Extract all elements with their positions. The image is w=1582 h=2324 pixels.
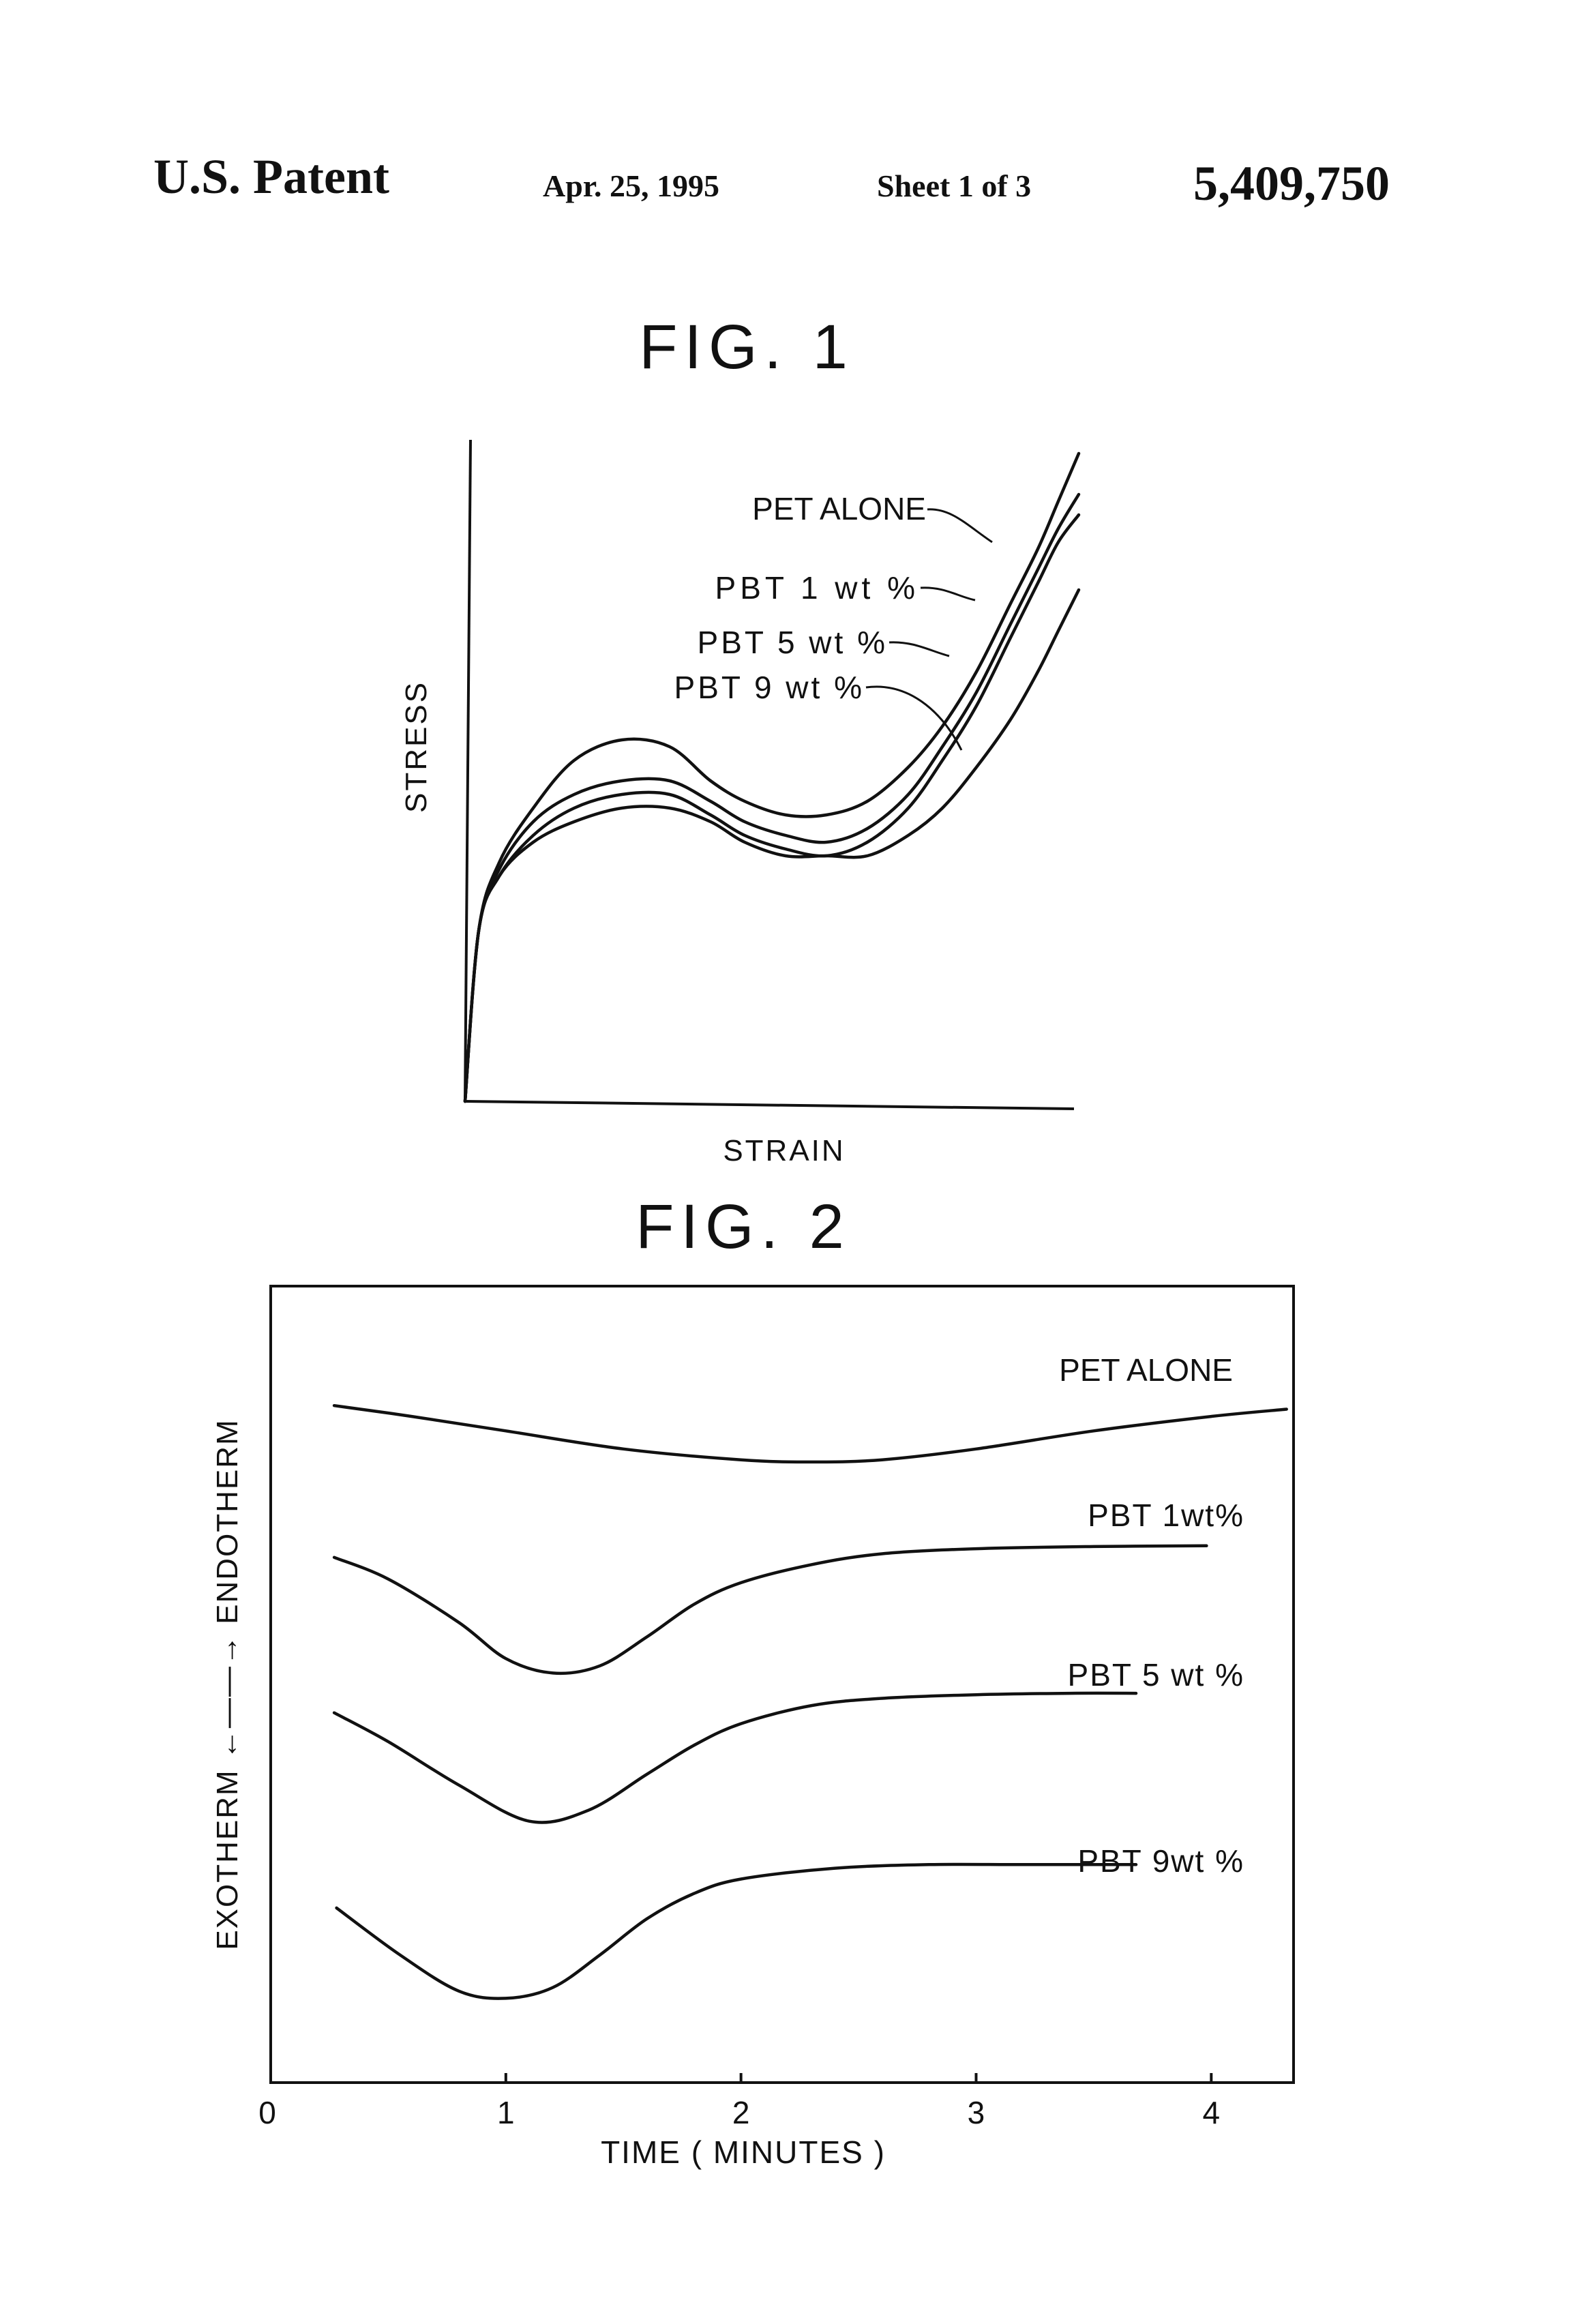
fig1-legend: PET ALONE PBT 1 wt % PBT 5 wt % PBT 9 wt… <box>674 491 992 750</box>
fig2-title: FIG. 2 <box>636 1192 851 1262</box>
fig1-legend-label-2: PBT 5 wt % <box>698 625 888 660</box>
fig2-series-line-1 <box>334 1546 1206 1673</box>
fig1-series <box>465 453 1079 1101</box>
fig2-x-tick-label-4: 4 <box>1203 2095 1221 2130</box>
fig2-x-tick-label-3: 3 <box>968 2095 985 2130</box>
fig1-y-axis <box>465 440 471 1101</box>
fig2-legend-label-1: PBT 1wt% <box>1088 1498 1244 1533</box>
fig1-axes <box>465 440 1074 1109</box>
fig1-title: FIG. 1 <box>639 312 854 382</box>
fig1-leader-2 <box>889 642 949 656</box>
fig1-leader-1 <box>921 588 975 600</box>
fig2-legend-label-3: PBT 9wt % <box>1077 1843 1244 1879</box>
fig1-x-axis <box>465 1101 1074 1109</box>
fig2-series <box>334 1405 1287 1998</box>
fig1-legend-label-3: PBT 9 wt % <box>674 670 865 705</box>
fig1-x-label: STRAIN <box>723 1134 845 1167</box>
fig2-legend-label-2: PBT 5 wt % <box>1068 1657 1244 1693</box>
fig1: FIG. 1 STRAIN STRESS PET ALONE PBT 1 wt … <box>400 312 1079 1167</box>
fig1-series-line-0 <box>465 453 1079 1101</box>
fig2-x-tick-label-0: 0 <box>258 2095 276 2130</box>
fig1-leader-0 <box>927 509 992 542</box>
fig2-legend-label-0: PET ALONE <box>1059 1352 1233 1388</box>
fig2-y-label: EXOTHERM ←——→ ENDOTHERM <box>211 1418 244 1950</box>
fig1-y-label: STRESS <box>400 681 433 813</box>
fig2-series-line-3 <box>337 1864 1136 1999</box>
fig2-x-label: TIME ( MINUTES ) <box>601 2134 886 2170</box>
fig2: FIG. 2 0 1 2 3 4 TIME ( MINUTES ) EXOTHERM ←… <box>211 1192 1294 2170</box>
fig2-x-tick-label-2: 2 <box>732 2095 750 2130</box>
fig2-series-line-2 <box>334 1693 1136 1823</box>
fig1-legend-label-1: PBT 1 wt % <box>715 570 919 606</box>
fig1-legend-label-0: PET ALONE <box>752 491 926 526</box>
fig2-series-line-0 <box>334 1405 1287 1462</box>
fig2-x-tick-label-1: 1 <box>497 2095 515 2130</box>
